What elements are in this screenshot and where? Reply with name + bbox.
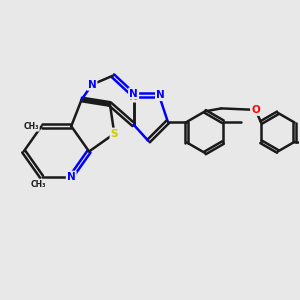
Text: CH₃: CH₃: [23, 122, 39, 131]
Text: O: O: [251, 105, 260, 115]
Text: S: S: [111, 129, 118, 139]
Text: N: N: [67, 172, 76, 182]
Text: N: N: [88, 80, 96, 90]
Text: N: N: [129, 88, 138, 98]
Text: CH₃: CH₃: [31, 180, 46, 189]
Text: N: N: [156, 90, 165, 100]
Text: N: N: [129, 92, 138, 101]
